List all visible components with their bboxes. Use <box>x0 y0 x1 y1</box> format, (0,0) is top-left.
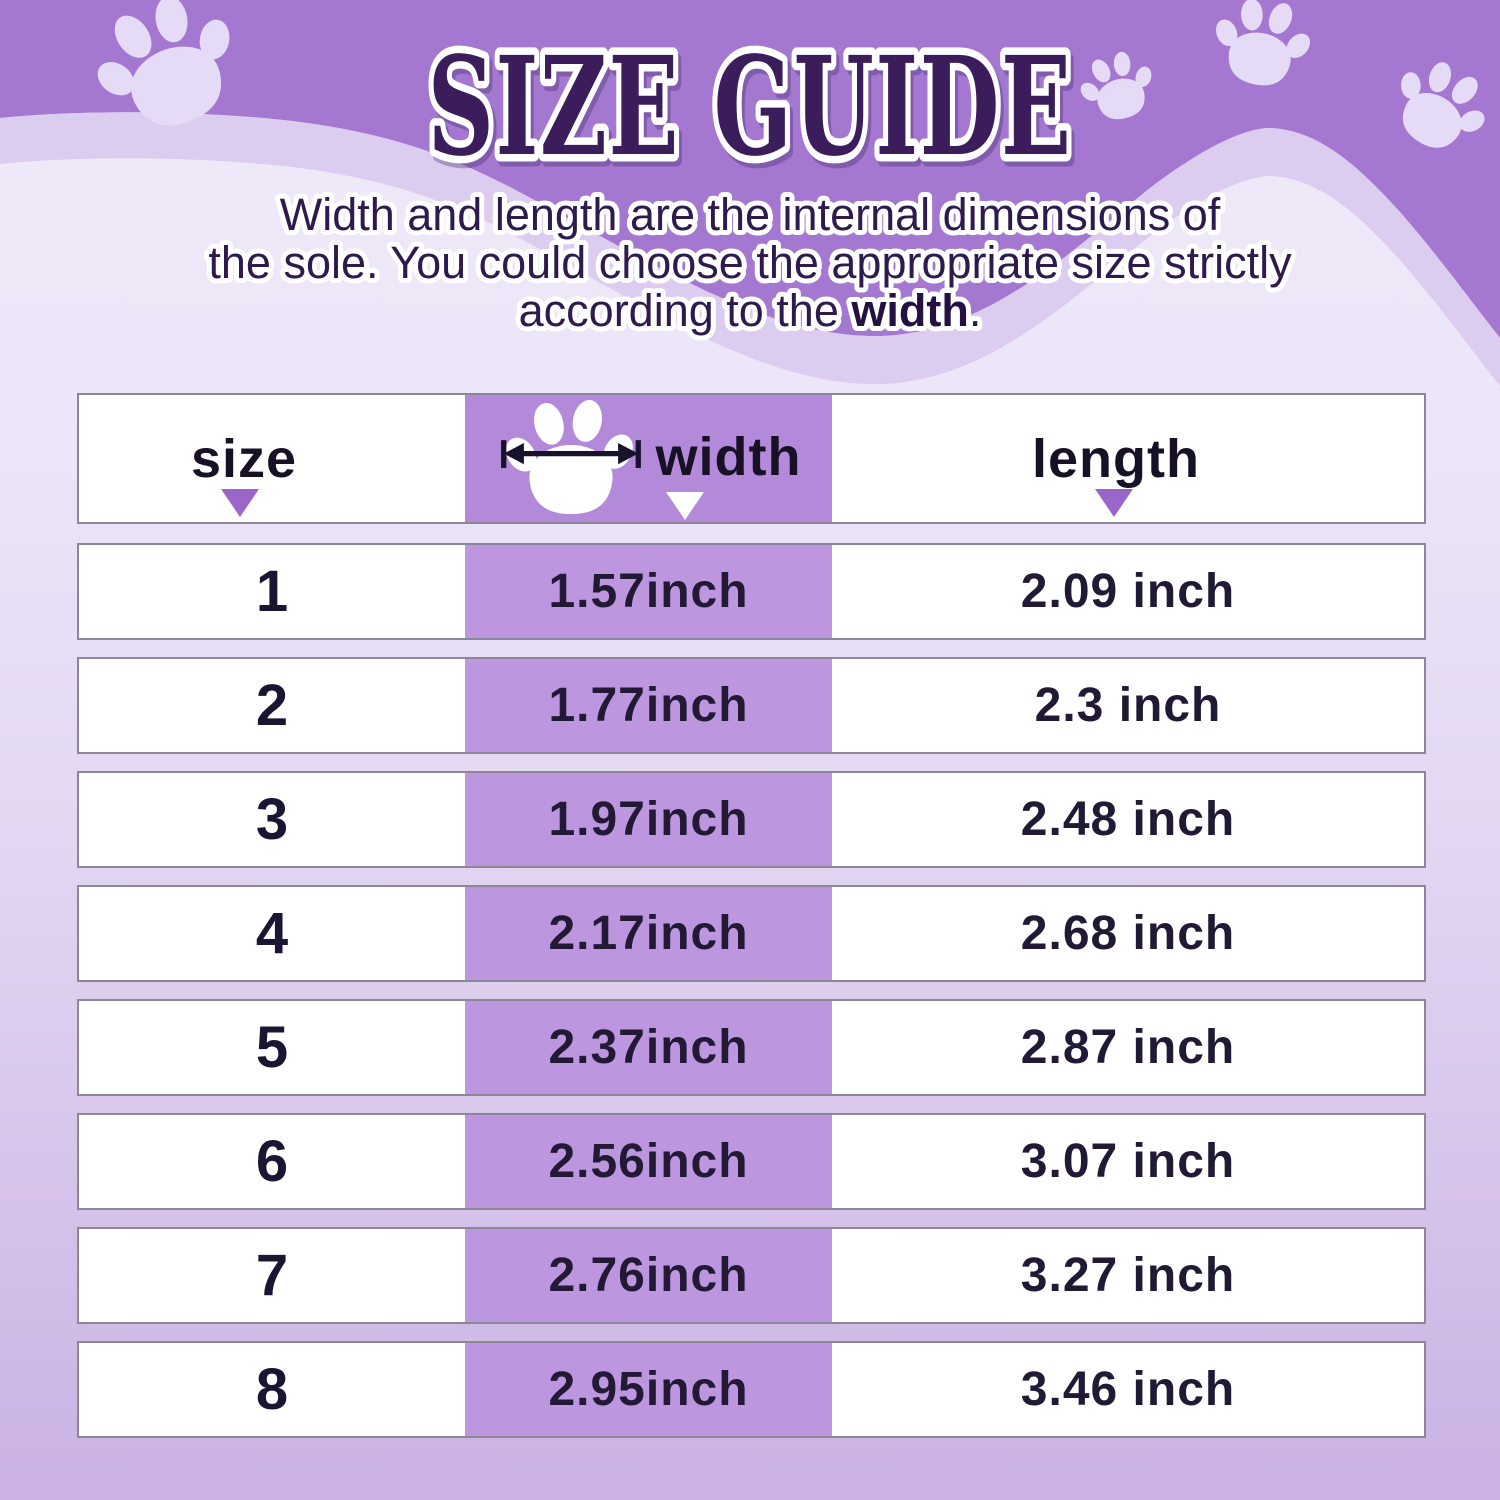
size-cell: 4 <box>79 887 465 980</box>
size-value: 3 <box>255 787 289 852</box>
width-value: 1.77inch <box>548 679 749 732</box>
width-header-group: width <box>496 395 802 518</box>
width-cell: 1.57inch <box>465 545 832 638</box>
width-value: 2.17inch <box>548 907 749 960</box>
table-row: 6 2.56inch 3.07 inch <box>77 1113 1426 1210</box>
subtitle-line-3-emphasis: width <box>850 285 968 336</box>
page-title: SIZE GUIDE <box>428 27 1073 187</box>
size-cell: 2 <box>79 659 465 752</box>
length-value: 3.46 inch <box>1020 1363 1236 1416</box>
subtitle-line-2: the sole. You could choose the appropria… <box>208 237 1292 288</box>
size-value: 5 <box>255 1015 289 1080</box>
length-value: 3.27 inch <box>1020 1249 1236 1302</box>
length-value: 2.68 inch <box>1020 907 1236 960</box>
triangle-down-icon <box>1095 489 1133 517</box>
size-cell: 6 <box>79 1115 465 1208</box>
size-cell: 3 <box>79 773 465 866</box>
size-cell: 1 <box>79 545 465 638</box>
size-value: 8 <box>255 1357 289 1422</box>
length-value: 2.09 inch <box>1020 565 1236 618</box>
width-value: 2.56inch <box>548 1135 749 1188</box>
header-cell-width: width <box>465 395 832 522</box>
length-value: 2.48 inch <box>1020 793 1236 846</box>
width-value: 1.57inch <box>548 565 749 618</box>
width-cell: 1.97inch <box>465 773 832 866</box>
size-value: 6 <box>255 1129 289 1194</box>
table-row: 1 1.57inch 2.09 inch <box>77 543 1426 640</box>
length-cell: 3.46 inch <box>832 1343 1424 1436</box>
width-cell: 2.56inch <box>465 1115 832 1208</box>
size-value: 2 <box>255 673 289 738</box>
width-cell: 2.95inch <box>465 1343 832 1436</box>
table-row: 8 2.95inch 3.46 inch <box>77 1341 1426 1438</box>
length-value: 2.3 inch <box>1034 679 1222 732</box>
size-table: size width <box>77 393 1426 1438</box>
length-cell: 2.3 inch <box>832 659 1424 752</box>
width-value: 2.95inch <box>548 1363 749 1416</box>
width-value: 2.76inch <box>548 1249 749 1302</box>
table-row: 4 2.17inch 2.68 inch <box>77 885 1426 982</box>
length-cell: 3.27 inch <box>832 1229 1424 1322</box>
width-cell: 1.77inch <box>465 659 832 752</box>
size-value: 7 <box>255 1243 289 1308</box>
subtitle-line-3: according to the width. <box>519 285 982 336</box>
length-cell: 2.09 inch <box>832 545 1424 638</box>
width-value: 2.37inch <box>548 1021 749 1074</box>
size-cell: 5 <box>79 1001 465 1094</box>
hero-wave-background <box>0 0 1500 387</box>
header-cell-size: size <box>79 395 465 522</box>
length-value: 2.87 inch <box>1020 1021 1236 1074</box>
hero-wave-band <box>0 112 1500 387</box>
width-cell: 2.37inch <box>465 1001 832 1094</box>
length-cell: 2.87 inch <box>832 1001 1424 1094</box>
width-cell: 2.17inch <box>465 887 832 980</box>
table-row: 3 1.97inch 2.48 inch <box>77 771 1426 868</box>
paw-width-arrow-icon <box>499 397 641 515</box>
length-cell: 3.07 inch <box>832 1115 1424 1208</box>
hero-banner: SIZE GUIDE Width and length are the inte… <box>0 0 1500 560</box>
subtitle-line-3-suffix: . <box>969 285 982 336</box>
table-row: 2 1.77inch 2.3 inch <box>77 657 1426 754</box>
width-cell: 2.76inch <box>465 1229 832 1322</box>
table-row: 7 2.76inch 3.27 inch <box>77 1227 1426 1324</box>
size-cell: 7 <box>79 1229 465 1322</box>
table-rows: 1 1.57inch 2.09 inch 2 1.77inch 2.3 inch… <box>77 543 1426 1438</box>
length-cell: 2.68 inch <box>832 887 1424 980</box>
table-header-row: size width <box>77 393 1426 524</box>
title-banner: SIZE GUIDE <box>420 20 1078 195</box>
size-cell: 8 <box>79 1343 465 1436</box>
triangle-down-icon <box>665 492 704 520</box>
subtitle-line-1: Width and length are the internal dimens… <box>280 189 1221 240</box>
size-value: 1 <box>255 559 289 624</box>
header-cell-length: length <box>832 395 1424 522</box>
width-value: 1.97inch <box>548 793 749 846</box>
subtitle-block: Width and length are the internal dimens… <box>203 184 1297 341</box>
subtitle-line-3-prefix: according to the <box>519 285 852 336</box>
length-cell: 2.48 inch <box>832 773 1424 866</box>
length-value: 3.07 inch <box>1020 1135 1236 1188</box>
size-value: 4 <box>255 901 289 966</box>
length-column-label: length <box>1032 428 1200 489</box>
table-row: 5 2.37inch 2.87 inch <box>77 999 1426 1096</box>
size-column-label: size <box>190 428 298 489</box>
triangle-down-icon <box>221 489 259 517</box>
width-column-label: width <box>655 426 802 487</box>
